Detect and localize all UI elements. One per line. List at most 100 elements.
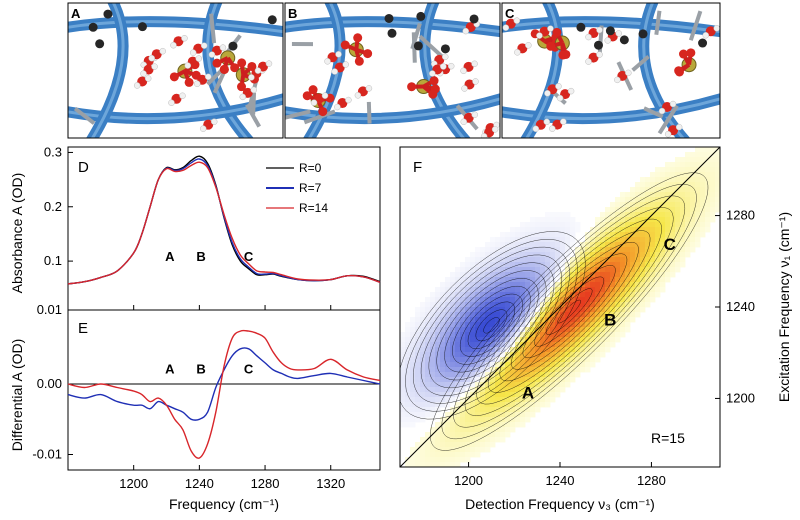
heatmap-cell: [665, 262, 671, 268]
heatmap-cell: [475, 367, 481, 373]
heatmap-cell: [460, 317, 466, 323]
heatmap-cell: [685, 167, 691, 173]
heatmap-cell: [470, 282, 476, 288]
heatmap-cell: [595, 227, 601, 233]
heatmap-cell: [620, 202, 626, 208]
heatmap-cell: [550, 242, 556, 248]
heatmap-cell: [455, 377, 461, 383]
heatmap-cell: [450, 297, 456, 303]
heatmap-cell: [610, 272, 616, 278]
heatmap-cell: [610, 302, 616, 308]
heatmap-cell: [525, 307, 531, 313]
heatmap-cell: [450, 367, 456, 373]
heatmap-cell: [540, 352, 546, 358]
heatmap-cell: [640, 192, 646, 198]
heatmap-cell: [700, 227, 706, 233]
heatmap-cell: [675, 237, 681, 243]
heatmap-cell: [575, 317, 581, 323]
heatmap-cell: [405, 412, 411, 418]
heatmap-cell: [470, 322, 476, 328]
heatmap-cell: [620, 237, 626, 243]
heatmap-cell: [535, 277, 541, 283]
heatmap-cell: [555, 377, 561, 383]
heatmap-cell: [575, 222, 581, 228]
heatmap-cell: [565, 247, 571, 253]
heatmap-cell: [595, 327, 601, 333]
heatmap-cell: [665, 162, 671, 168]
heatmap-cell: [400, 417, 406, 423]
heatmap-cell: [565, 222, 571, 228]
heatmap-cell: [560, 212, 566, 218]
heatmap-cell: [710, 167, 716, 173]
heatmap-cell: [530, 282, 536, 288]
heatmap-cell: [580, 312, 586, 318]
heatmap-cell: [565, 377, 571, 383]
heatmap-cell: [575, 292, 581, 298]
heatmap-cell: [565, 212, 571, 218]
heatmap-cell: [530, 357, 536, 363]
legend-label-r0: R=0: [299, 161, 322, 175]
heatmap-cell: [450, 417, 456, 423]
heatmap-cell: [440, 447, 446, 453]
heatmap-cell: [650, 227, 656, 233]
heatmap-cell: [575, 342, 581, 348]
heatmap-cell: [490, 337, 496, 343]
heatmap-cell: [530, 367, 536, 373]
heatmap-cell: [455, 277, 461, 283]
heatmap-cell: [590, 327, 596, 333]
heatmap-cell: [445, 412, 451, 418]
legend-label-r14: R=14: [299, 201, 328, 215]
heatmap-cell: [630, 282, 636, 288]
heatmap-cell: [545, 227, 551, 233]
heatmap-cell: [540, 247, 546, 253]
heatmap-cell: [445, 372, 451, 378]
heatmap-cell: [515, 242, 521, 248]
heatmap-cell: [690, 167, 696, 173]
heatmap-cell: [460, 367, 466, 373]
heatmap-cell: [455, 302, 461, 308]
heatmap-cell: [500, 297, 506, 303]
heatmap-cell: [565, 307, 571, 313]
heatmap-cell: [525, 327, 531, 333]
heatmap-cell: [480, 262, 486, 268]
heatmap-cell: [595, 242, 601, 248]
heatmap-cell: [510, 367, 516, 373]
heatmap-cell: [505, 322, 511, 328]
heatmap-cell: [610, 242, 616, 248]
heatmap-cell: [475, 312, 481, 318]
heatmap-cell: [410, 337, 416, 343]
heatmap-cell: [495, 337, 501, 343]
heatmap-cell: [565, 312, 571, 318]
heatmap-cell: [515, 382, 521, 388]
heatmap-cell: [630, 247, 636, 253]
heatmap-cell: [440, 307, 446, 313]
heatmap-cell: [550, 357, 556, 363]
heatmap-cell: [685, 237, 691, 243]
heatmap-cell: [505, 377, 511, 383]
heatmap-cell: [690, 247, 696, 253]
heatmap-cell: [415, 417, 421, 423]
heatmap-cell: [680, 192, 686, 198]
heatmap-cell: [595, 217, 601, 223]
heatmap-cell: [505, 262, 511, 268]
heatmap-cell: [485, 262, 491, 268]
heatmap-cell: [455, 332, 461, 338]
heatmap-cell: [620, 192, 626, 198]
heatmap-cell: [480, 442, 486, 448]
heatmap-cell: [450, 342, 456, 348]
heatmap-cell: [540, 372, 546, 378]
heatmap-cell: [495, 392, 501, 398]
heatmap-cell: [625, 292, 631, 298]
heatmap-cell: [515, 397, 521, 403]
heatmap-cell: [600, 337, 606, 343]
heatmap-cell: [585, 297, 591, 303]
heatmap-cell: [470, 407, 476, 413]
heatmap-cell: [680, 247, 686, 253]
heatmap-cell: [700, 197, 706, 203]
heatmap-cell: [475, 247, 481, 253]
heatmap-cell: [440, 287, 446, 293]
heatmap-cell: [475, 362, 481, 368]
heatmap-cell: [580, 357, 586, 363]
heatmap-cell: [535, 397, 541, 403]
heatmap-cell: [630, 202, 636, 208]
